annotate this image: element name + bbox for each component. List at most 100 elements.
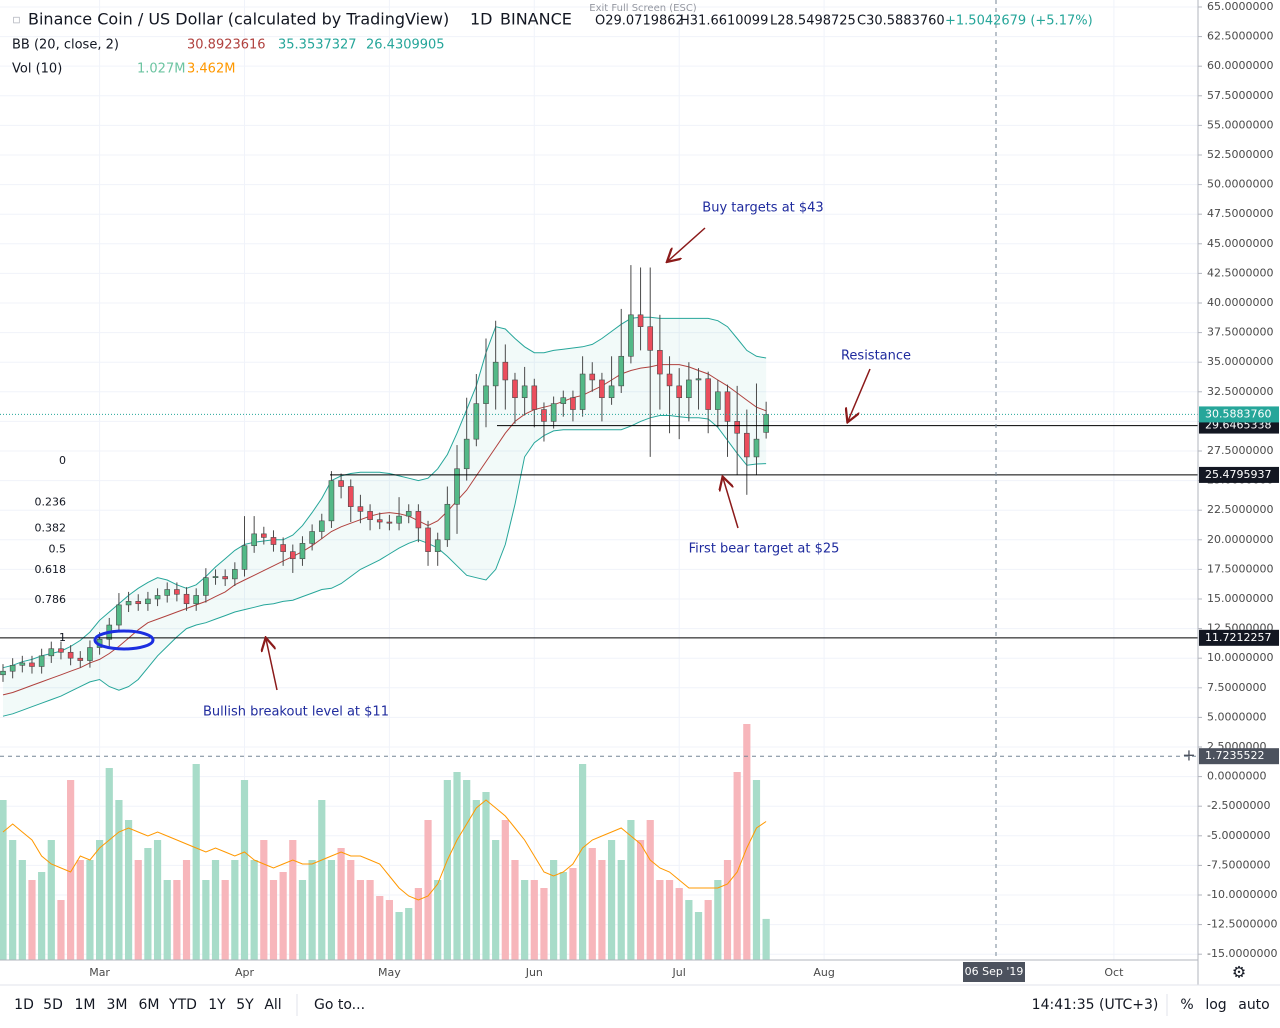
y-tick-label: 62.5000000 xyxy=(1207,30,1273,43)
volume-bar xyxy=(501,820,509,960)
bollinger-lower xyxy=(2,415,767,717)
indicator-name[interactable]: Vol (10) xyxy=(12,62,62,77)
candle-body xyxy=(454,468,460,505)
volume-bar xyxy=(569,868,577,960)
y-tick-label: 60.0000000 xyxy=(1207,59,1273,72)
volume-bar xyxy=(0,800,7,960)
candle-body xyxy=(647,326,654,351)
candle-body xyxy=(676,385,683,399)
indicator-value: 35.3537327 xyxy=(278,38,357,53)
fib-level-label: 1 xyxy=(59,631,66,644)
candle-body xyxy=(116,604,122,626)
candle-body xyxy=(280,544,286,552)
settings-icon[interactable]: ⚙ xyxy=(1232,963,1246,982)
y-tick-label: 52.5000000 xyxy=(1207,148,1273,161)
volume-bar xyxy=(28,880,36,960)
candle-body xyxy=(579,373,586,410)
goto-button[interactable]: Go to... xyxy=(314,997,365,1013)
ohlc-value: C30.5883760 xyxy=(857,14,945,29)
scale-option[interactable]: log xyxy=(1205,997,1226,1013)
candle-body xyxy=(135,601,142,605)
scale-option[interactable]: auto xyxy=(1238,997,1270,1013)
volume-bar xyxy=(511,860,519,960)
indicator-name[interactable]: BB (20, close, 2) xyxy=(12,38,119,53)
symbol-title: Binance Coin / US Dollar (calculated by … xyxy=(28,10,449,29)
candle-body xyxy=(763,414,769,433)
range-button[interactable]: All xyxy=(264,997,281,1013)
range-button[interactable]: 1D xyxy=(14,997,34,1013)
y-tick-label: -2.5000000 xyxy=(1207,799,1270,812)
range-button[interactable]: 1Y xyxy=(208,997,226,1013)
volume-bar xyxy=(414,888,422,960)
volume-bar xyxy=(18,860,26,960)
indicator-value: 26.4309905 xyxy=(366,38,445,53)
volume-bar xyxy=(627,820,635,960)
volume-bar xyxy=(124,820,133,960)
x-tick-label: Jun xyxy=(525,966,543,979)
y-tick-label: -5.0000000 xyxy=(1207,829,1270,842)
volume-bar xyxy=(250,860,258,960)
range-button[interactable]: 1M xyxy=(75,997,96,1013)
x-tick-label: Aug xyxy=(813,966,834,979)
scale-option[interactable]: % xyxy=(1180,997,1193,1013)
volume-bar xyxy=(134,860,142,960)
y-tick-label: 20.0000000 xyxy=(1207,533,1273,546)
crosshair-date-box xyxy=(963,962,1025,982)
clock[interactable]: 14:41:35 (UTC+3) xyxy=(1032,997,1159,1013)
volume-bar xyxy=(153,840,162,960)
volume-bar xyxy=(376,896,384,960)
candle-body xyxy=(87,647,93,661)
annotation: Resistance xyxy=(841,349,911,364)
exit-fullscreen[interactable]: Exit Full Screen (ESC) xyxy=(589,3,697,14)
range-button[interactable]: 6M xyxy=(139,997,160,1013)
volume-bar xyxy=(636,840,645,960)
volume-bar xyxy=(385,900,393,960)
candle-body xyxy=(309,531,315,544)
indicator-value: 3.462M xyxy=(187,62,235,77)
volume-bar xyxy=(192,764,200,960)
volume-bar xyxy=(395,912,403,960)
candle-body xyxy=(299,543,306,560)
volume-bar xyxy=(762,918,770,960)
volume-bar xyxy=(279,872,287,960)
volume-bar xyxy=(115,800,123,960)
y-tick-label: -12.5000000 xyxy=(1207,918,1277,931)
collapse-icon[interactable]: ▫ xyxy=(12,13,21,28)
candle-body xyxy=(666,373,673,387)
volume-bar xyxy=(47,840,55,960)
volume-bar xyxy=(665,880,674,960)
y-tick-label: 22.5000000 xyxy=(1207,503,1273,516)
x-tick-label: Oct xyxy=(1104,966,1124,979)
y-tick-label: -15.0000000 xyxy=(1207,947,1277,960)
crosshair-plus[interactable]: + xyxy=(1182,746,1195,765)
volume-bar xyxy=(714,880,722,960)
candle-body xyxy=(183,593,190,605)
volume-bar xyxy=(76,860,84,960)
candle-body xyxy=(48,648,55,657)
volume-bar xyxy=(559,872,567,960)
volume-ma-line xyxy=(2,799,767,901)
range-button[interactable]: 3M xyxy=(107,997,128,1013)
y-tick-label: 40.0000000 xyxy=(1207,296,1273,309)
volume-bar xyxy=(463,780,471,960)
y-tick-label: 0.0000000 xyxy=(1207,770,1267,783)
candle-body xyxy=(521,385,528,399)
range-button[interactable]: 5D xyxy=(43,997,63,1013)
volume-bar xyxy=(366,880,374,960)
y-tick-label: 7.5000000 xyxy=(1207,681,1267,694)
candle-body xyxy=(251,533,257,547)
volume-bar xyxy=(318,800,326,960)
x-tick-label: May xyxy=(378,966,401,979)
y-tick-label: 47.5000000 xyxy=(1207,207,1273,220)
annotation: First bear target at $25 xyxy=(689,542,840,557)
volume-bar xyxy=(356,880,365,960)
candle-body xyxy=(145,598,151,605)
candle-body xyxy=(58,648,64,653)
bollinger-band-fill xyxy=(3,317,767,717)
price-line-label: 25.4795937 xyxy=(1205,468,1271,481)
candle-body xyxy=(367,511,373,520)
range-button[interactable]: 5Y xyxy=(236,997,254,1013)
volume-bar xyxy=(598,860,606,960)
candle-body xyxy=(444,503,451,541)
range-button[interactable]: YTD xyxy=(168,997,197,1013)
